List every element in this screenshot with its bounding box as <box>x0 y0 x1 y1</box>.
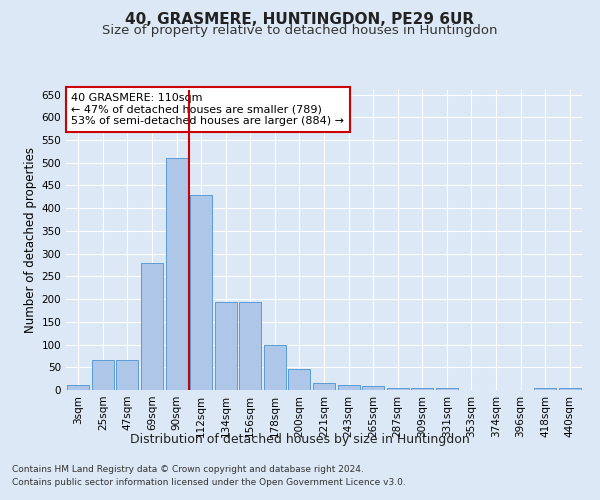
Bar <box>116 360 139 390</box>
Bar <box>289 369 310 390</box>
Bar <box>313 383 335 390</box>
Text: Size of property relative to detached houses in Huntingdon: Size of property relative to detached ho… <box>102 24 498 37</box>
Text: 40, GRASMERE, HUNTINGDON, PE29 6UR: 40, GRASMERE, HUNTINGDON, PE29 6UR <box>125 12 475 28</box>
Text: Distribution of detached houses by size in Huntingdon: Distribution of detached houses by size … <box>130 432 470 446</box>
Bar <box>67 386 89 390</box>
Bar <box>166 158 188 390</box>
Bar <box>239 302 262 390</box>
Bar <box>92 360 114 390</box>
Bar <box>264 344 286 390</box>
Bar <box>215 302 237 390</box>
Text: Contains public sector information licensed under the Open Government Licence v3: Contains public sector information licen… <box>12 478 406 487</box>
Text: Contains HM Land Registry data © Crown copyright and database right 2024.: Contains HM Land Registry data © Crown c… <box>12 466 364 474</box>
Bar <box>362 386 384 390</box>
Bar <box>534 388 556 390</box>
Bar <box>338 386 359 390</box>
Y-axis label: Number of detached properties: Number of detached properties <box>24 147 37 333</box>
Bar <box>190 194 212 390</box>
Text: 40 GRASMERE: 110sqm
← 47% of detached houses are smaller (789)
53% of semi-detac: 40 GRASMERE: 110sqm ← 47% of detached ho… <box>71 93 344 126</box>
Bar <box>386 388 409 390</box>
Bar <box>141 262 163 390</box>
Bar <box>411 388 433 390</box>
Bar <box>559 388 581 390</box>
Bar <box>436 388 458 390</box>
